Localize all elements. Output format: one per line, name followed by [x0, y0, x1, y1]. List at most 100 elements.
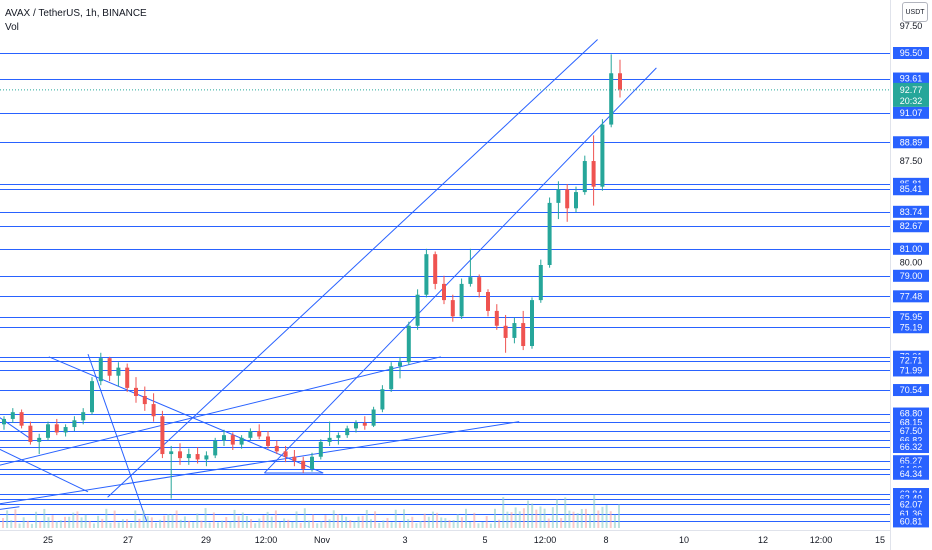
volume-bar	[365, 509, 368, 528]
volume-bar	[92, 523, 95, 528]
candle-body	[310, 456, 314, 469]
volume-bar	[407, 519, 410, 528]
volume-bar	[551, 507, 554, 528]
level-label-bg	[893, 47, 929, 59]
trend-line	[264, 67, 657, 474]
level-label: 75.19	[900, 322, 923, 332]
volume-bar	[121, 519, 124, 528]
volume-bar	[522, 508, 525, 528]
candle-body	[186, 454, 191, 459]
volume-bar	[88, 520, 91, 528]
candle-body	[274, 445, 279, 452]
volume-bar	[101, 518, 104, 528]
volume-bar	[10, 520, 13, 528]
candle-body	[169, 451, 174, 455]
level-label: 66.32	[900, 442, 923, 452]
time-tick-label: Nov	[314, 535, 331, 545]
candle-body	[380, 389, 385, 410]
volume-bar	[274, 510, 277, 528]
level-label: 71.99	[900, 365, 923, 375]
volume-bar	[35, 511, 38, 528]
time-tick-label: 27	[123, 535, 133, 545]
volume-bar	[154, 522, 157, 528]
level-label-bg	[893, 242, 929, 255]
volume-bar	[423, 513, 426, 528]
volume-bar	[353, 521, 356, 528]
volume-bar	[543, 508, 546, 528]
candle-body	[160, 416, 165, 455]
level-label-bg	[893, 72, 929, 85]
volume-bar	[254, 523, 257, 528]
candle-body	[574, 192, 578, 209]
volume-bar	[126, 519, 129, 528]
candle-body	[116, 367, 121, 376]
candle-body	[582, 161, 587, 193]
candle-body	[336, 435, 341, 438]
volume-bar	[196, 513, 199, 528]
volume-bar	[84, 514, 87, 528]
volume-bar	[312, 514, 315, 528]
level-label: 72.71	[900, 356, 923, 366]
level-label: 68.80	[900, 409, 923, 419]
volume-bar	[328, 519, 331, 528]
volume-bar	[113, 510, 116, 528]
candle-body	[512, 323, 517, 338]
volume-bar	[431, 511, 434, 528]
level-label-bg	[893, 205, 929, 218]
volume-bar	[498, 519, 501, 528]
volume-bar	[291, 521, 294, 528]
volume-bar	[109, 522, 112, 528]
candle-body	[142, 395, 147, 405]
level-label-bg	[893, 136, 929, 149]
volume-bar	[448, 520, 451, 528]
volume-bar	[208, 522, 211, 528]
level-label: 77.48	[900, 291, 923, 301]
volume-bar	[349, 519, 352, 528]
volume-bar	[456, 514, 459, 528]
volume-bar	[287, 519, 290, 528]
volume-bar	[332, 510, 335, 528]
candle-body	[230, 435, 235, 445]
volume-bar	[43, 508, 46, 528]
candle-body	[151, 404, 156, 417]
volume-bar	[175, 510, 178, 528]
volume-bar	[303, 508, 306, 528]
currency-button[interactable]: USDT	[902, 2, 928, 22]
candle-body	[98, 358, 103, 382]
candle-body	[600, 124, 605, 187]
level-label-bg	[893, 384, 929, 397]
candle-body	[415, 294, 420, 326]
volume-bar	[382, 520, 385, 528]
level-label: 62.07	[900, 499, 923, 509]
candle-body	[239, 437, 244, 445]
volume-bar	[179, 519, 182, 528]
volume-bar	[18, 523, 21, 528]
candle-body	[266, 436, 270, 446]
candle-body	[556, 189, 561, 203]
price-axis-separator	[890, 0, 891, 550]
candle-body	[521, 323, 526, 347]
trend-line	[0, 417, 30, 439]
volume-bar	[105, 508, 108, 528]
candle-body	[442, 283, 446, 301]
candle-body	[10, 412, 15, 419]
trend-line	[0, 448, 89, 493]
volume-bar	[518, 511, 521, 528]
candle-body	[72, 420, 77, 428]
candle-body	[459, 283, 464, 317]
level-label-bg	[893, 321, 929, 334]
trend-line	[48, 356, 324, 474]
volume-bar	[262, 515, 265, 528]
volume-bar	[419, 521, 422, 528]
current-price-bg	[893, 82, 929, 107]
price-tick-label: 97.50	[900, 21, 923, 31]
volume-bar	[572, 511, 575, 528]
level-label: 70.54	[900, 385, 923, 395]
candle-body	[90, 381, 94, 413]
volume-bar	[241, 512, 244, 528]
candle-body	[433, 254, 438, 284]
candle-body	[547, 202, 552, 266]
trend-line	[0, 506, 20, 510]
volume-bar	[336, 514, 339, 528]
